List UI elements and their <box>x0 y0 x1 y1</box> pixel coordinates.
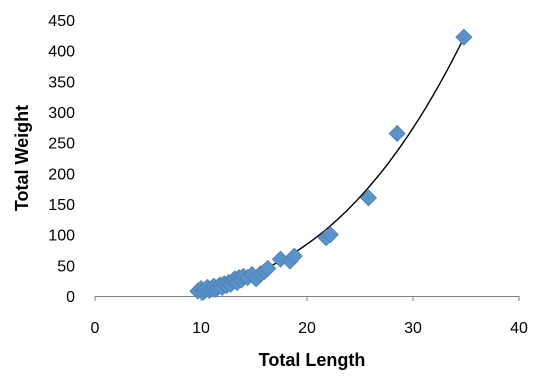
x-tick-labels: 0 10 20 30 40 <box>91 320 528 337</box>
data-point <box>455 28 473 46</box>
x-axis-title: Total Length <box>259 350 366 370</box>
y-tick-label: 450 <box>48 13 75 30</box>
data-point <box>321 226 339 244</box>
data-point <box>359 189 378 207</box>
data-point <box>388 124 406 143</box>
y-tick-label: 300 <box>48 105 75 122</box>
y-tick-labels: 0 50 100 150 200 250 300 350 400 450 <box>48 13 75 306</box>
x-tick-label: 20 <box>298 320 316 337</box>
data-point <box>259 259 277 277</box>
trendline <box>200 33 467 290</box>
y-tick-label: 0 <box>66 289 75 306</box>
x-tick-label: 10 <box>192 320 210 337</box>
y-tick-label: 250 <box>48 136 75 153</box>
y-tick-label: 50 <box>57 258 75 275</box>
x-tick-label: 0 <box>91 320 100 337</box>
y-axis-title: Total Weight <box>12 105 32 211</box>
x-tick-label: 30 <box>404 320 422 337</box>
y-tick-label: 150 <box>48 197 75 214</box>
data-point <box>285 247 303 265</box>
data-points <box>189 28 473 301</box>
y-tick-label: 400 <box>48 44 75 61</box>
y-tick-label: 350 <box>48 74 75 91</box>
y-tick-label: 100 <box>48 228 75 245</box>
y-tick-label: 200 <box>48 166 75 183</box>
x-tick-label: 40 <box>510 320 528 337</box>
